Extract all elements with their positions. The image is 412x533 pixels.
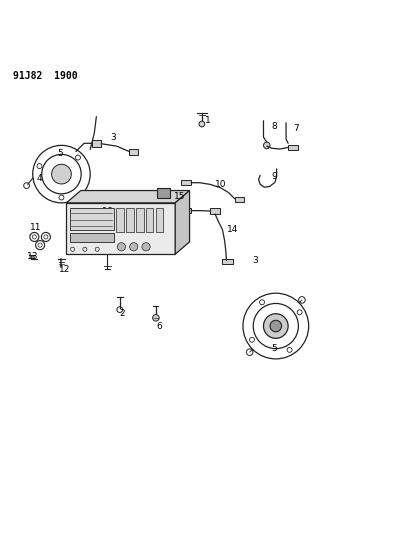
Text: 8: 8 — [271, 123, 276, 132]
FancyBboxPatch shape — [66, 203, 175, 254]
FancyBboxPatch shape — [70, 208, 114, 230]
Text: 10: 10 — [215, 180, 226, 189]
Text: 3: 3 — [111, 133, 117, 142]
Text: 2: 2 — [119, 309, 125, 318]
Text: 6: 6 — [156, 321, 162, 330]
Text: 14: 14 — [227, 225, 239, 234]
Circle shape — [199, 121, 205, 127]
Circle shape — [52, 164, 71, 184]
FancyBboxPatch shape — [129, 149, 138, 155]
FancyBboxPatch shape — [136, 208, 144, 232]
FancyBboxPatch shape — [126, 208, 134, 232]
FancyBboxPatch shape — [288, 144, 298, 150]
FancyBboxPatch shape — [181, 180, 191, 185]
FancyBboxPatch shape — [156, 208, 163, 232]
Text: 16: 16 — [102, 207, 113, 215]
FancyBboxPatch shape — [92, 140, 101, 148]
Text: 11: 11 — [30, 223, 41, 232]
FancyBboxPatch shape — [117, 208, 124, 232]
Circle shape — [264, 314, 288, 338]
Text: 5: 5 — [271, 344, 276, 353]
Text: 9: 9 — [271, 172, 276, 181]
Text: 4: 4 — [37, 174, 42, 183]
Circle shape — [270, 320, 281, 332]
Circle shape — [31, 256, 34, 259]
FancyBboxPatch shape — [210, 208, 220, 214]
Circle shape — [142, 243, 150, 251]
FancyBboxPatch shape — [181, 208, 191, 213]
Text: 1: 1 — [205, 116, 211, 125]
Circle shape — [264, 142, 270, 149]
Text: 13: 13 — [27, 252, 38, 261]
Polygon shape — [175, 190, 190, 254]
Text: 3: 3 — [253, 256, 258, 265]
FancyBboxPatch shape — [222, 259, 233, 264]
Text: 5: 5 — [57, 149, 63, 158]
Text: 91J82  1900: 91J82 1900 — [13, 71, 77, 82]
Text: 7: 7 — [293, 124, 299, 133]
Polygon shape — [66, 190, 190, 203]
FancyBboxPatch shape — [146, 208, 153, 232]
Text: 12: 12 — [59, 265, 70, 274]
FancyBboxPatch shape — [235, 197, 244, 203]
Circle shape — [117, 243, 126, 251]
Circle shape — [130, 243, 138, 251]
Circle shape — [152, 314, 159, 321]
FancyBboxPatch shape — [70, 233, 114, 242]
Text: 15: 15 — [173, 192, 185, 201]
FancyBboxPatch shape — [157, 189, 170, 198]
